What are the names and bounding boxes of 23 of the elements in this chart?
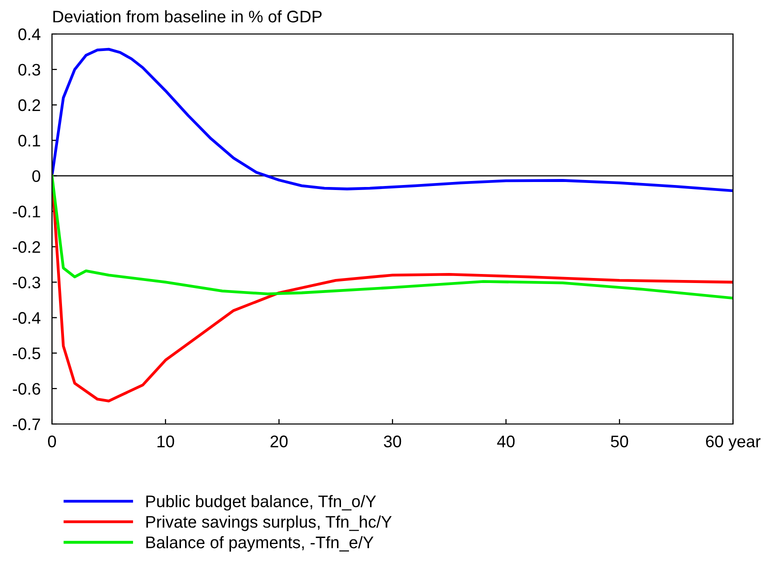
- x-tick-label: 50: [610, 436, 628, 448]
- y-tick-label: -0.1: [12, 206, 40, 218]
- legend-label: Public budget balance, Tfn_o/Y: [146, 495, 376, 511]
- x-tick-label: 40: [497, 436, 515, 448]
- y-tick-label: -0.5: [12, 347, 40, 360]
- x-tick-label: 60 year: [706, 436, 761, 451]
- x-tick-label: 20: [270, 436, 288, 448]
- y-tick-label: -0.3: [12, 276, 40, 288]
- y-tick-label: -0.6: [12, 382, 40, 395]
- y-tick-label: 0.3: [18, 64, 40, 76]
- y-tick-label: 0.2: [18, 99, 40, 112]
- y-tick-label: -0.7: [12, 418, 40, 430]
- legend-label: Private savings surplus, Tfn_hc/Y: [146, 516, 392, 532]
- y-tick-label: 0.4: [18, 28, 40, 40]
- x-tick-label: 0: [48, 436, 56, 448]
- y-tick-label: 0.1: [18, 134, 40, 147]
- x-tick-label: 30: [384, 436, 402, 448]
- y-tick-label: 0: [32, 170, 40, 182]
- y-axis-title: Deviation from baseline in % of GDP: [53, 10, 322, 22]
- y-tick-label: -0.2: [12, 241, 40, 253]
- x-tick-label: 10: [158, 436, 174, 448]
- y-tick-label: -0.4: [12, 312, 40, 324]
- legend-label: Balance of payments, -Tfn_e/Y: [146, 536, 374, 552]
